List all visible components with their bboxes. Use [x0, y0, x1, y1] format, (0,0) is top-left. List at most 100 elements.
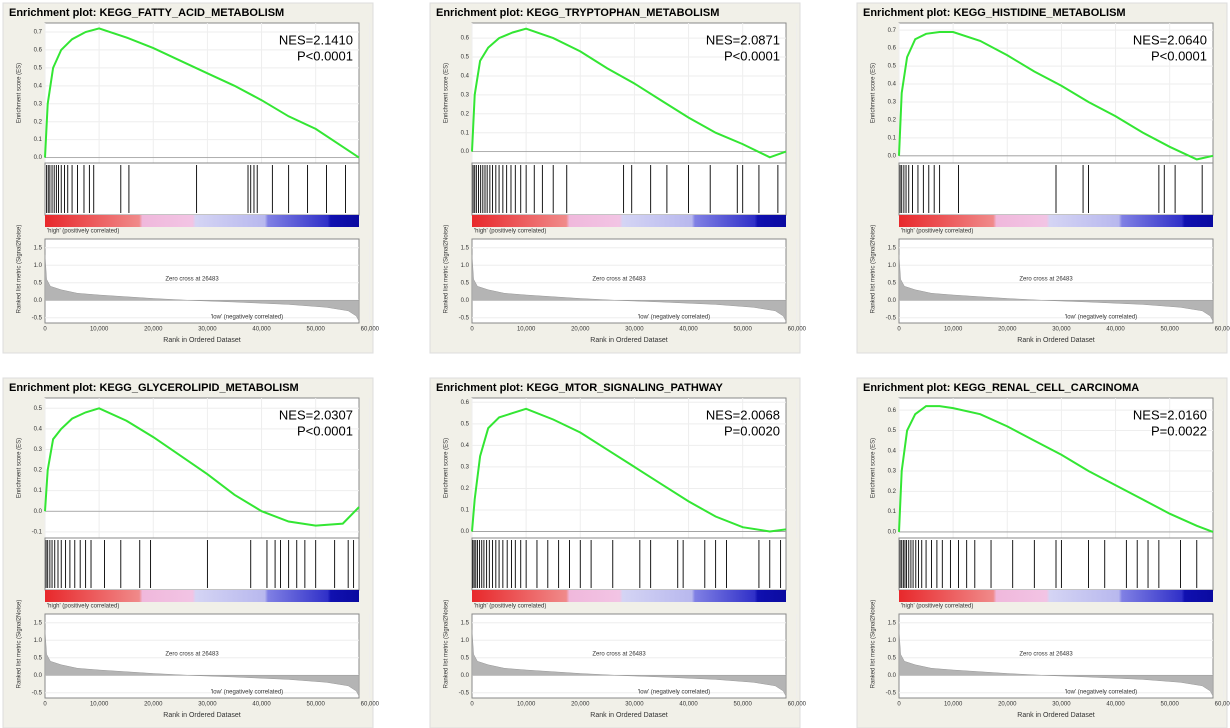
y-axis-label: Enrichment score (ES)	[444, 63, 450, 123]
zero-cross-label: Zero cross at 26483	[1019, 652, 1073, 658]
y-tick-label: 0.3	[888, 100, 897, 106]
high-label: 'high' (positively correlated)	[474, 604, 546, 610]
y-tick-label: 0.0	[888, 529, 897, 535]
x-tick-label: 0	[43, 327, 47, 333]
y-axis-label: Enrichment score (ES)	[17, 438, 23, 498]
nes-label: NES=2.0068	[706, 407, 780, 422]
enrichment-panel: Enrichment plot: KEGG_RENAL_CELL_CARCINO…	[856, 377, 1230, 728]
y-tick-label: 0.5	[34, 65, 43, 71]
x-tick-label: 60,000	[361, 327, 380, 333]
y-tick-label: 1.5	[461, 620, 470, 626]
x-tick-label: 40,000	[252, 327, 271, 333]
x-tick-label: 40,000	[252, 702, 271, 708]
es-line	[471, 407, 787, 533]
x-tick-label: 20,000	[998, 327, 1017, 333]
y-tick-label: 0.2	[461, 111, 470, 117]
y-tick-label: 0.1	[34, 137, 43, 143]
y-tick-label: 0.6	[888, 46, 897, 52]
es-line	[471, 27, 787, 159]
y-tick-label: 0.1	[461, 508, 470, 514]
y-tick-label: 0.7	[888, 28, 897, 34]
y-tick-label: 0.0	[888, 153, 897, 159]
high-label: 'high' (positively correlated)	[474, 229, 546, 235]
y-tick-label: 0.3	[888, 469, 897, 475]
y-tick-label: 0.3	[461, 92, 470, 98]
y-tick-label: 1.0	[888, 638, 897, 644]
chart-title: Enrichment plot: KEGG_HISTIDINE_METABOLI…	[863, 7, 1126, 19]
x-axis-label: Rank in Ordered Dataset	[1017, 712, 1094, 719]
x-tick-label: 20,000	[144, 702, 163, 708]
x-tick-label: 40,000	[679, 327, 698, 333]
y-tick-label: 0.4	[461, 443, 470, 449]
y-tick-label: 0.0	[34, 155, 43, 161]
y-tick-label: 0.0	[888, 673, 897, 679]
y-tick-label: 0.4	[888, 448, 897, 454]
y-tick-label: 0.5	[888, 428, 897, 434]
low-label: 'low' (negatively correlated)	[211, 690, 283, 696]
nes-label: NES=2.0160	[1133, 407, 1207, 422]
x-tick-label: 20,000	[998, 702, 1017, 708]
x-tick-label: 10,000	[90, 327, 109, 333]
x-tick-label: 40,000	[679, 702, 698, 708]
zero-cross-label: Zero cross at 26483	[165, 277, 219, 283]
plot-area	[898, 397, 1214, 539]
chart-title: Enrichment plot: KEGG_TRYPTOPHAN_METABOL…	[436, 7, 719, 19]
x-tick-label: 10,000	[517, 702, 536, 708]
y-tick-label: -0.5	[32, 315, 43, 321]
x-tick-label: 30,000	[625, 702, 644, 708]
y-tick-label: -0.5	[886, 315, 897, 321]
high-label: 'high' (positively correlated)	[901, 604, 973, 610]
y-tick-label: -0.1	[32, 529, 43, 535]
zero-cross-label: Zero cross at 26483	[592, 652, 646, 658]
metric-area-fill	[471, 629, 787, 697]
metric-area	[44, 613, 360, 699]
x-tick-label: 30,000	[1052, 327, 1071, 333]
y-tick-label: 1.0	[34, 638, 43, 644]
y-tick-label: 0.1	[888, 135, 897, 141]
y-tick-label: 0.6	[888, 408, 897, 414]
metric-area-fill	[898, 629, 1214, 697]
y-tick-label: 0.5	[34, 406, 43, 412]
x-tick-label: 50,000	[1161, 702, 1180, 708]
high-label: 'high' (positively correlated)	[901, 229, 973, 235]
y-tick-label: 1.5	[461, 245, 470, 251]
low-label: 'low' (negatively correlated)	[1065, 690, 1137, 696]
nes-label: NES=2.1410	[279, 32, 353, 47]
y-axis-label: Enrichment score (ES)	[17, 63, 23, 123]
x-tick-label: 50,000	[307, 702, 326, 708]
x-tick-label: 0	[470, 702, 474, 708]
y-tick-label: 0.5	[461, 55, 470, 61]
es-line	[898, 31, 1214, 161]
metric-area-fill	[471, 254, 787, 322]
x-tick-label: 50,000	[1161, 327, 1180, 333]
y-tick-label: 0.0	[461, 673, 470, 679]
x-tick-label: 60,000	[1215, 702, 1230, 708]
y-axis-label: Ranked list metric (Signal2Noise)	[17, 600, 23, 689]
y-tick-label: 0.1	[34, 488, 43, 494]
y-tick-label: 0.3	[461, 465, 470, 471]
metric-area-fill	[44, 629, 360, 697]
x-tick-label: 10,000	[517, 327, 536, 333]
x-tick-label: 20,000	[144, 327, 163, 333]
es-line	[44, 407, 360, 527]
x-tick-label: 20,000	[571, 327, 590, 333]
y-tick-label: 1.0	[461, 638, 470, 644]
y-tick-label: 0.4	[461, 74, 470, 80]
y-tick-label: 0.4	[34, 426, 43, 432]
y-tick-label: 0.5	[461, 421, 470, 427]
y-axis-label: Enrichment score (ES)	[871, 63, 877, 123]
y-tick-label: 0.0	[34, 673, 43, 679]
rank-color-bar	[899, 215, 1213, 227]
y-tick-label: 0.1	[461, 130, 470, 136]
metric-area-fill	[44, 254, 360, 322]
y-tick-label: 0.6	[461, 400, 470, 406]
y-tick-label: 0.5	[888, 64, 897, 70]
y-tick-label: 1.0	[888, 263, 897, 269]
y-tick-label: 0.1	[888, 509, 897, 515]
low-label: 'low' (negatively correlated)	[638, 690, 710, 696]
y-tick-label: 0.0	[461, 298, 470, 304]
y-axis-label: Ranked list metric (Signal2Noise)	[871, 600, 877, 689]
metric-area	[471, 613, 787, 699]
x-tick-label: 30,000	[198, 327, 217, 333]
